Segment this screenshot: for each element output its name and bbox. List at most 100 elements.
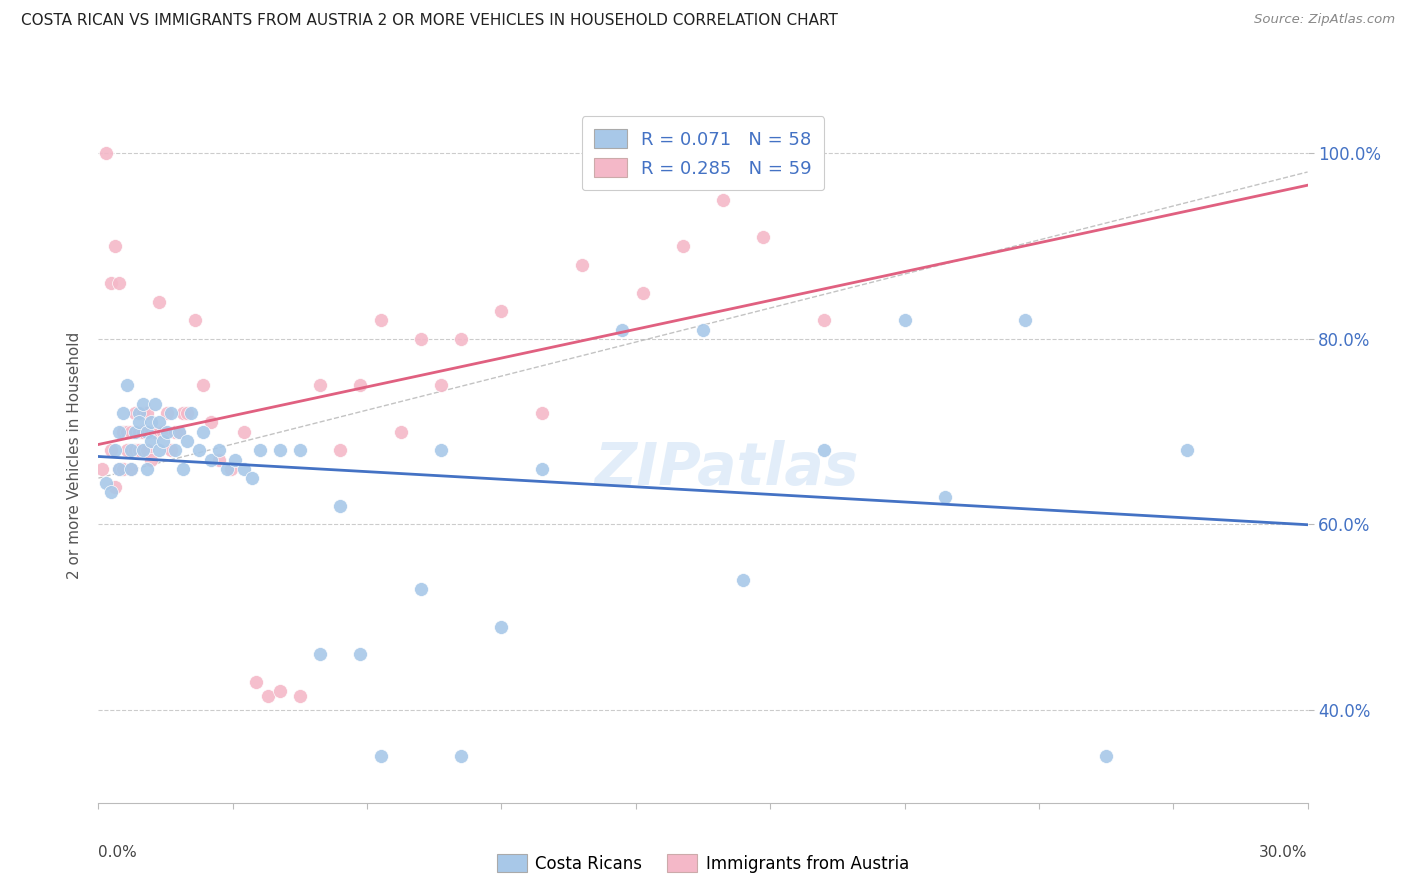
- Point: [176, 434, 198, 448]
- Point: [430, 378, 453, 392]
- Point: [232, 425, 254, 439]
- Point: [208, 452, 231, 467]
- Point: [135, 443, 157, 458]
- Point: [240, 471, 263, 485]
- Point: [163, 443, 186, 458]
- Point: [107, 277, 129, 291]
- Point: [100, 485, 122, 500]
- Point: [148, 416, 170, 430]
- Point: [120, 425, 142, 439]
- Point: [934, 490, 956, 504]
- Point: [107, 425, 129, 439]
- Point: [269, 443, 291, 458]
- Point: [208, 443, 231, 458]
- Point: [288, 443, 311, 458]
- Text: 30.0%: 30.0%: [1260, 845, 1308, 860]
- Point: [115, 378, 138, 392]
- Point: [813, 443, 835, 458]
- Point: [269, 684, 291, 698]
- Point: [167, 425, 190, 439]
- Point: [139, 416, 162, 430]
- Point: [139, 434, 162, 448]
- Point: [893, 313, 915, 327]
- Point: [370, 313, 392, 327]
- Point: [733, 573, 755, 587]
- Text: ZIPatlas: ZIPatlas: [595, 441, 859, 498]
- Point: [309, 378, 332, 392]
- Text: 0.0%: 0.0%: [98, 845, 138, 860]
- Point: [172, 406, 194, 420]
- Point: [172, 462, 194, 476]
- Point: [111, 462, 134, 476]
- Text: COSTA RICAN VS IMMIGRANTS FROM AUSTRIA 2 OR MORE VEHICLES IN HOUSEHOLD CORRELATI: COSTA RICAN VS IMMIGRANTS FROM AUSTRIA 2…: [21, 13, 838, 29]
- Point: [148, 294, 170, 309]
- Point: [103, 443, 125, 458]
- Point: [111, 425, 134, 439]
- Point: [103, 239, 125, 253]
- Point: [631, 285, 654, 300]
- Point: [571, 258, 593, 272]
- Point: [711, 193, 734, 207]
- Point: [309, 648, 332, 662]
- Point: [1175, 443, 1198, 458]
- Point: [132, 397, 155, 411]
- Point: [139, 425, 162, 439]
- Point: [245, 675, 267, 690]
- Point: [156, 406, 179, 420]
- Point: [152, 434, 174, 448]
- Point: [491, 619, 513, 633]
- Point: [193, 425, 215, 439]
- Point: [160, 406, 183, 420]
- Legend: R = 0.071   N = 58, R = 0.285   N = 59: R = 0.071 N = 58, R = 0.285 N = 59: [582, 116, 824, 190]
- Point: [124, 425, 146, 439]
- Point: [530, 462, 553, 476]
- Point: [163, 425, 186, 439]
- Point: [200, 416, 222, 430]
- Point: [349, 648, 371, 662]
- Point: [232, 462, 254, 476]
- Point: [120, 443, 142, 458]
- Point: [132, 406, 155, 420]
- Point: [135, 425, 157, 439]
- Point: [217, 462, 239, 476]
- Point: [249, 443, 271, 458]
- Point: [111, 406, 134, 420]
- Point: [135, 462, 157, 476]
- Point: [409, 332, 432, 346]
- Point: [224, 452, 246, 467]
- Point: [128, 443, 150, 458]
- Point: [176, 406, 198, 420]
- Point: [124, 406, 146, 420]
- Point: [132, 443, 155, 458]
- Point: [672, 239, 695, 253]
- Point: [288, 689, 311, 703]
- Point: [167, 425, 190, 439]
- Legend: Costa Ricans, Immigrants from Austria: Costa Ricans, Immigrants from Austria: [491, 847, 915, 880]
- Point: [107, 462, 129, 476]
- Point: [120, 462, 142, 476]
- Point: [148, 443, 170, 458]
- Point: [752, 230, 775, 244]
- Point: [132, 425, 155, 439]
- Y-axis label: 2 or more Vehicles in Household: 2 or more Vehicles in Household: [67, 331, 83, 579]
- Point: [530, 406, 553, 420]
- Point: [184, 313, 207, 327]
- Point: [256, 689, 278, 703]
- Point: [115, 425, 138, 439]
- Point: [135, 406, 157, 420]
- Point: [430, 443, 453, 458]
- Point: [180, 406, 202, 420]
- Point: [329, 443, 352, 458]
- Point: [143, 397, 166, 411]
- Point: [115, 443, 138, 458]
- Point: [1095, 749, 1118, 764]
- Point: [349, 378, 371, 392]
- Point: [96, 146, 118, 161]
- Point: [160, 443, 183, 458]
- Point: [156, 425, 179, 439]
- Point: [692, 323, 714, 337]
- Point: [103, 480, 125, 494]
- Point: [1014, 313, 1036, 327]
- Point: [450, 332, 472, 346]
- Point: [100, 277, 122, 291]
